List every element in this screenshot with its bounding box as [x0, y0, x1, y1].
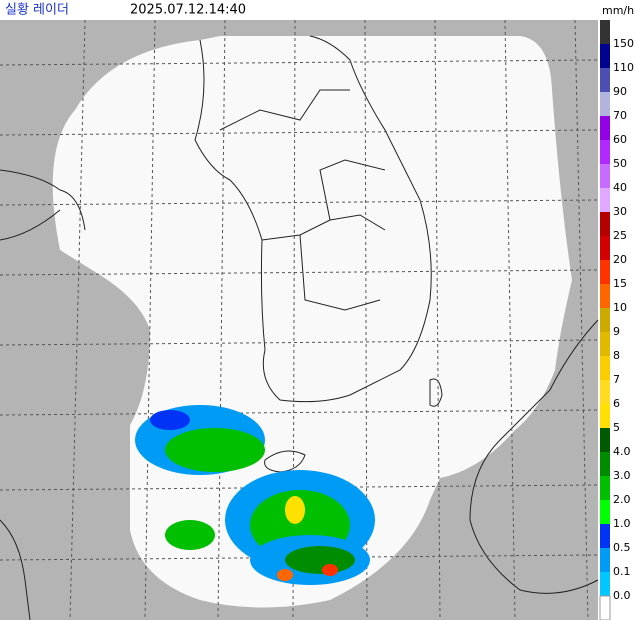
legend-swatch [600, 404, 610, 428]
legend-swatch [600, 68, 610, 92]
legend-swatch [599, 595, 611, 620]
legend-swatch [600, 44, 610, 68]
legend-label: 1.0 [613, 517, 631, 530]
legend-swatch [600, 356, 610, 380]
legend-swatch [600, 428, 610, 452]
legend-swatch [600, 332, 610, 356]
legend-swatch [600, 500, 610, 524]
legend-label: 110 [613, 61, 634, 74]
legend-swatch [600, 140, 610, 164]
legend-label: 50 [613, 157, 627, 170]
header-bar [0, 0, 635, 20]
legend-swatch [600, 188, 610, 212]
legend-label: 6 [613, 397, 620, 410]
legend-label: 4.0 [613, 445, 631, 458]
legend-swatch [600, 548, 610, 572]
coastlines [0, 35, 599, 620]
legend-label: 20 [613, 253, 627, 266]
legend-swatch [600, 572, 610, 596]
title: 실황 레이더 [5, 3, 69, 18]
legend-label: 5 [613, 421, 620, 434]
legend-label: 10 [613, 301, 627, 314]
legend-label: 30 [613, 205, 627, 218]
legend-label: 3.0 [613, 469, 631, 482]
legend-label: 40 [613, 181, 627, 194]
legend-swatch [600, 476, 610, 500]
legend-swatch [600, 164, 610, 188]
legend-swatch [600, 284, 610, 308]
timestamp: 2025.07.12.14:40 [130, 3, 246, 18]
unit: mm/h [602, 4, 634, 17]
legend-label: 60 [613, 133, 627, 146]
precipitation-echoes [135, 405, 375, 585]
legend-swatch [600, 524, 610, 548]
legend-label: 2.0 [613, 493, 631, 506]
legend-label: 9 [613, 325, 620, 338]
legend-label: 15 [613, 277, 627, 290]
legend-swatch [600, 260, 610, 284]
legend-swatch [600, 212, 610, 236]
legend-label: 0.0 [613, 589, 631, 602]
legend-swatch [600, 92, 610, 116]
legend-label: 70 [613, 109, 627, 122]
legend-swatch [600, 20, 610, 44]
legend-swatch [600, 236, 610, 260]
legend-label: 0.1 [613, 565, 631, 578]
legend-label: 7 [613, 373, 620, 386]
legend-label: 25 [613, 229, 627, 242]
legend-label: 90 [613, 85, 627, 98]
legend-swatch [600, 452, 610, 476]
legend-swatch [600, 308, 610, 332]
legend-label: 8 [613, 349, 620, 362]
legend-label: 150 [613, 37, 634, 50]
legend-label: 0.5 [613, 541, 631, 554]
legend-swatch [600, 380, 610, 404]
legend-swatch [600, 116, 610, 140]
